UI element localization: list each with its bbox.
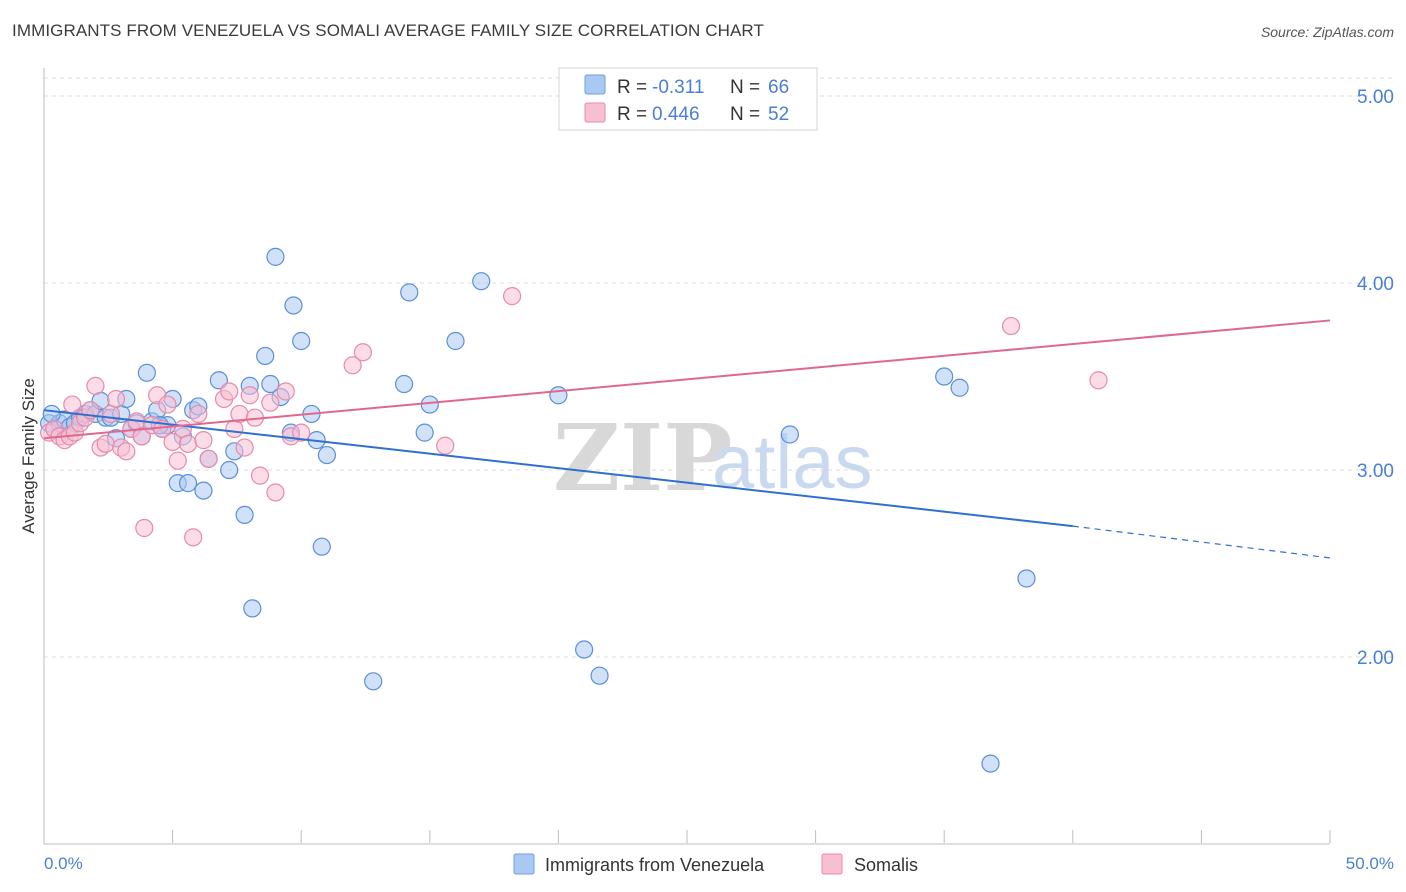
point-somalis-15 — [117, 442, 136, 461]
point-somalis-50 — [1089, 371, 1108, 390]
trend-line-venezuela — [43, 409, 1073, 528]
point-somalis-48 — [503, 287, 522, 306]
series-legend-swatch-venezuela — [513, 853, 535, 875]
stats-legend: R = -0.311 N = 66 R = 0.446 N = 52 — [558, 67, 818, 131]
legend-n-value-1: 52 — [768, 104, 789, 125]
series-legend-label-venezuela: Immigrants from Venezuela — [545, 855, 765, 875]
point-venezuela-58 — [590, 666, 609, 685]
watermark-zip: ZIP — [553, 404, 732, 512]
point-venezuela-40 — [266, 247, 285, 266]
point-venezuela-57 — [575, 640, 594, 659]
point-somalis-19 — [135, 518, 154, 538]
x-tick-label-1: 50.0% — [1346, 854, 1394, 873]
x-ticks — [43, 830, 1331, 843]
point-somalis-13 — [106, 389, 126, 409]
series-legend-swatch-somalis — [821, 853, 843, 875]
trend-line-somalis — [43, 319, 1331, 440]
point-venezuela-30 — [194, 481, 213, 500]
point-somalis-44 — [292, 423, 311, 442]
point-venezuela-59 — [780, 425, 799, 444]
point-venezuela-47 — [312, 537, 331, 556]
legend-swatch-somalis — [584, 102, 606, 123]
series-legend-label-somalis: Somalis — [854, 855, 918, 875]
point-venezuela-19 — [137, 363, 156, 382]
point-venezuela-32 — [209, 371, 228, 390]
point-somalis-31 — [199, 449, 218, 468]
point-venezuela-55 — [472, 272, 491, 291]
point-somalis-45 — [343, 356, 362, 375]
point-venezuela-52 — [415, 423, 434, 442]
point-somalis-18 — [132, 427, 151, 446]
point-venezuela-60 — [935, 367, 954, 386]
point-venezuela-27 — [178, 474, 198, 493]
point-somalis-9 — [86, 376, 105, 395]
x-tick-label-0: 0.0% — [44, 854, 83, 873]
point-somalis-11 — [96, 434, 115, 453]
point-venezuela-56 — [549, 386, 568, 405]
series-legend: Immigrants from Venezuela Somalis — [513, 853, 918, 875]
point-venezuela-48 — [317, 445, 337, 465]
point-somalis-37 — [240, 386, 259, 405]
legend-r-value-0: -0.311 — [652, 77, 704, 98]
point-venezuela-64 — [42, 404, 61, 424]
point-venezuela-39 — [261, 374, 280, 394]
point-venezuela-44 — [292, 331, 311, 351]
point-somalis-41 — [266, 483, 285, 502]
point-somalis-51 — [63, 395, 82, 414]
point-venezuela-43 — [284, 296, 303, 315]
point-venezuela-37 — [243, 599, 262, 618]
trend-lines — [43, 319, 1331, 559]
trend-line-venezuela-extension — [1072, 525, 1331, 559]
point-somalis-25 — [168, 451, 187, 470]
point-venezuela-33 — [220, 460, 239, 480]
point-somalis-30 — [194, 431, 213, 450]
point-venezuela-61 — [950, 378, 969, 397]
y-axis-label: Average Family Size — [19, 378, 38, 534]
legend-n-label-0: N = — [730, 77, 760, 98]
gridlines — [44, 77, 1394, 658]
point-venezuela-38 — [256, 346, 275, 366]
point-venezuela-63 — [981, 754, 1000, 773]
point-somalis-36 — [235, 438, 254, 457]
point-venezuela-62 — [1017, 569, 1036, 588]
y-tick-label-3: 5.00 — [1357, 87, 1394, 108]
y-tick-label-0: 2.00 — [1357, 648, 1394, 669]
point-venezuela-54 — [446, 331, 465, 351]
chart-source: Source: ZipAtlas.com — [1260, 24, 1394, 40]
y-tick-label-2: 4.00 — [1357, 274, 1394, 295]
legend-n-label-1: N = — [730, 104, 760, 125]
point-venezuela-50 — [394, 374, 414, 394]
point-somalis-27 — [178, 434, 198, 453]
point-somalis-40 — [261, 393, 280, 412]
legend-r-value-1: 0.446 — [652, 104, 700, 125]
y-tick-labels: 2.00 3.00 4.00 5.00 — [1357, 87, 1394, 669]
legend-n-value-0: 66 — [768, 77, 789, 98]
point-somalis-42 — [276, 382, 295, 401]
axes — [43, 68, 1330, 845]
legend-r-label-0: R = — [617, 77, 647, 98]
legend-r-label-1: R = — [617, 104, 647, 125]
legend-swatch-venezuela — [584, 74, 606, 95]
point-somalis-46 — [353, 343, 373, 362]
point-venezuela-49 — [364, 672, 383, 691]
data-points — [40, 247, 1108, 773]
point-somalis-33 — [220, 382, 239, 401]
point-somalis-28 — [184, 528, 203, 547]
point-somalis-39 — [250, 466, 270, 485]
point-venezuela-53 — [420, 395, 439, 414]
point-venezuela-51 — [400, 283, 419, 302]
chart-title: IMMIGRANTS FROM VENEZUELA VS SOMALI AVER… — [12, 21, 764, 40]
point-somalis-49 — [1001, 316, 1021, 336]
y-tick-label-1: 3.00 — [1357, 461, 1394, 482]
point-somalis-23 — [158, 395, 177, 414]
point-somalis-29 — [189, 404, 208, 424]
point-somalis-47 — [436, 436, 455, 455]
point-venezuela-35 — [235, 505, 254, 525]
